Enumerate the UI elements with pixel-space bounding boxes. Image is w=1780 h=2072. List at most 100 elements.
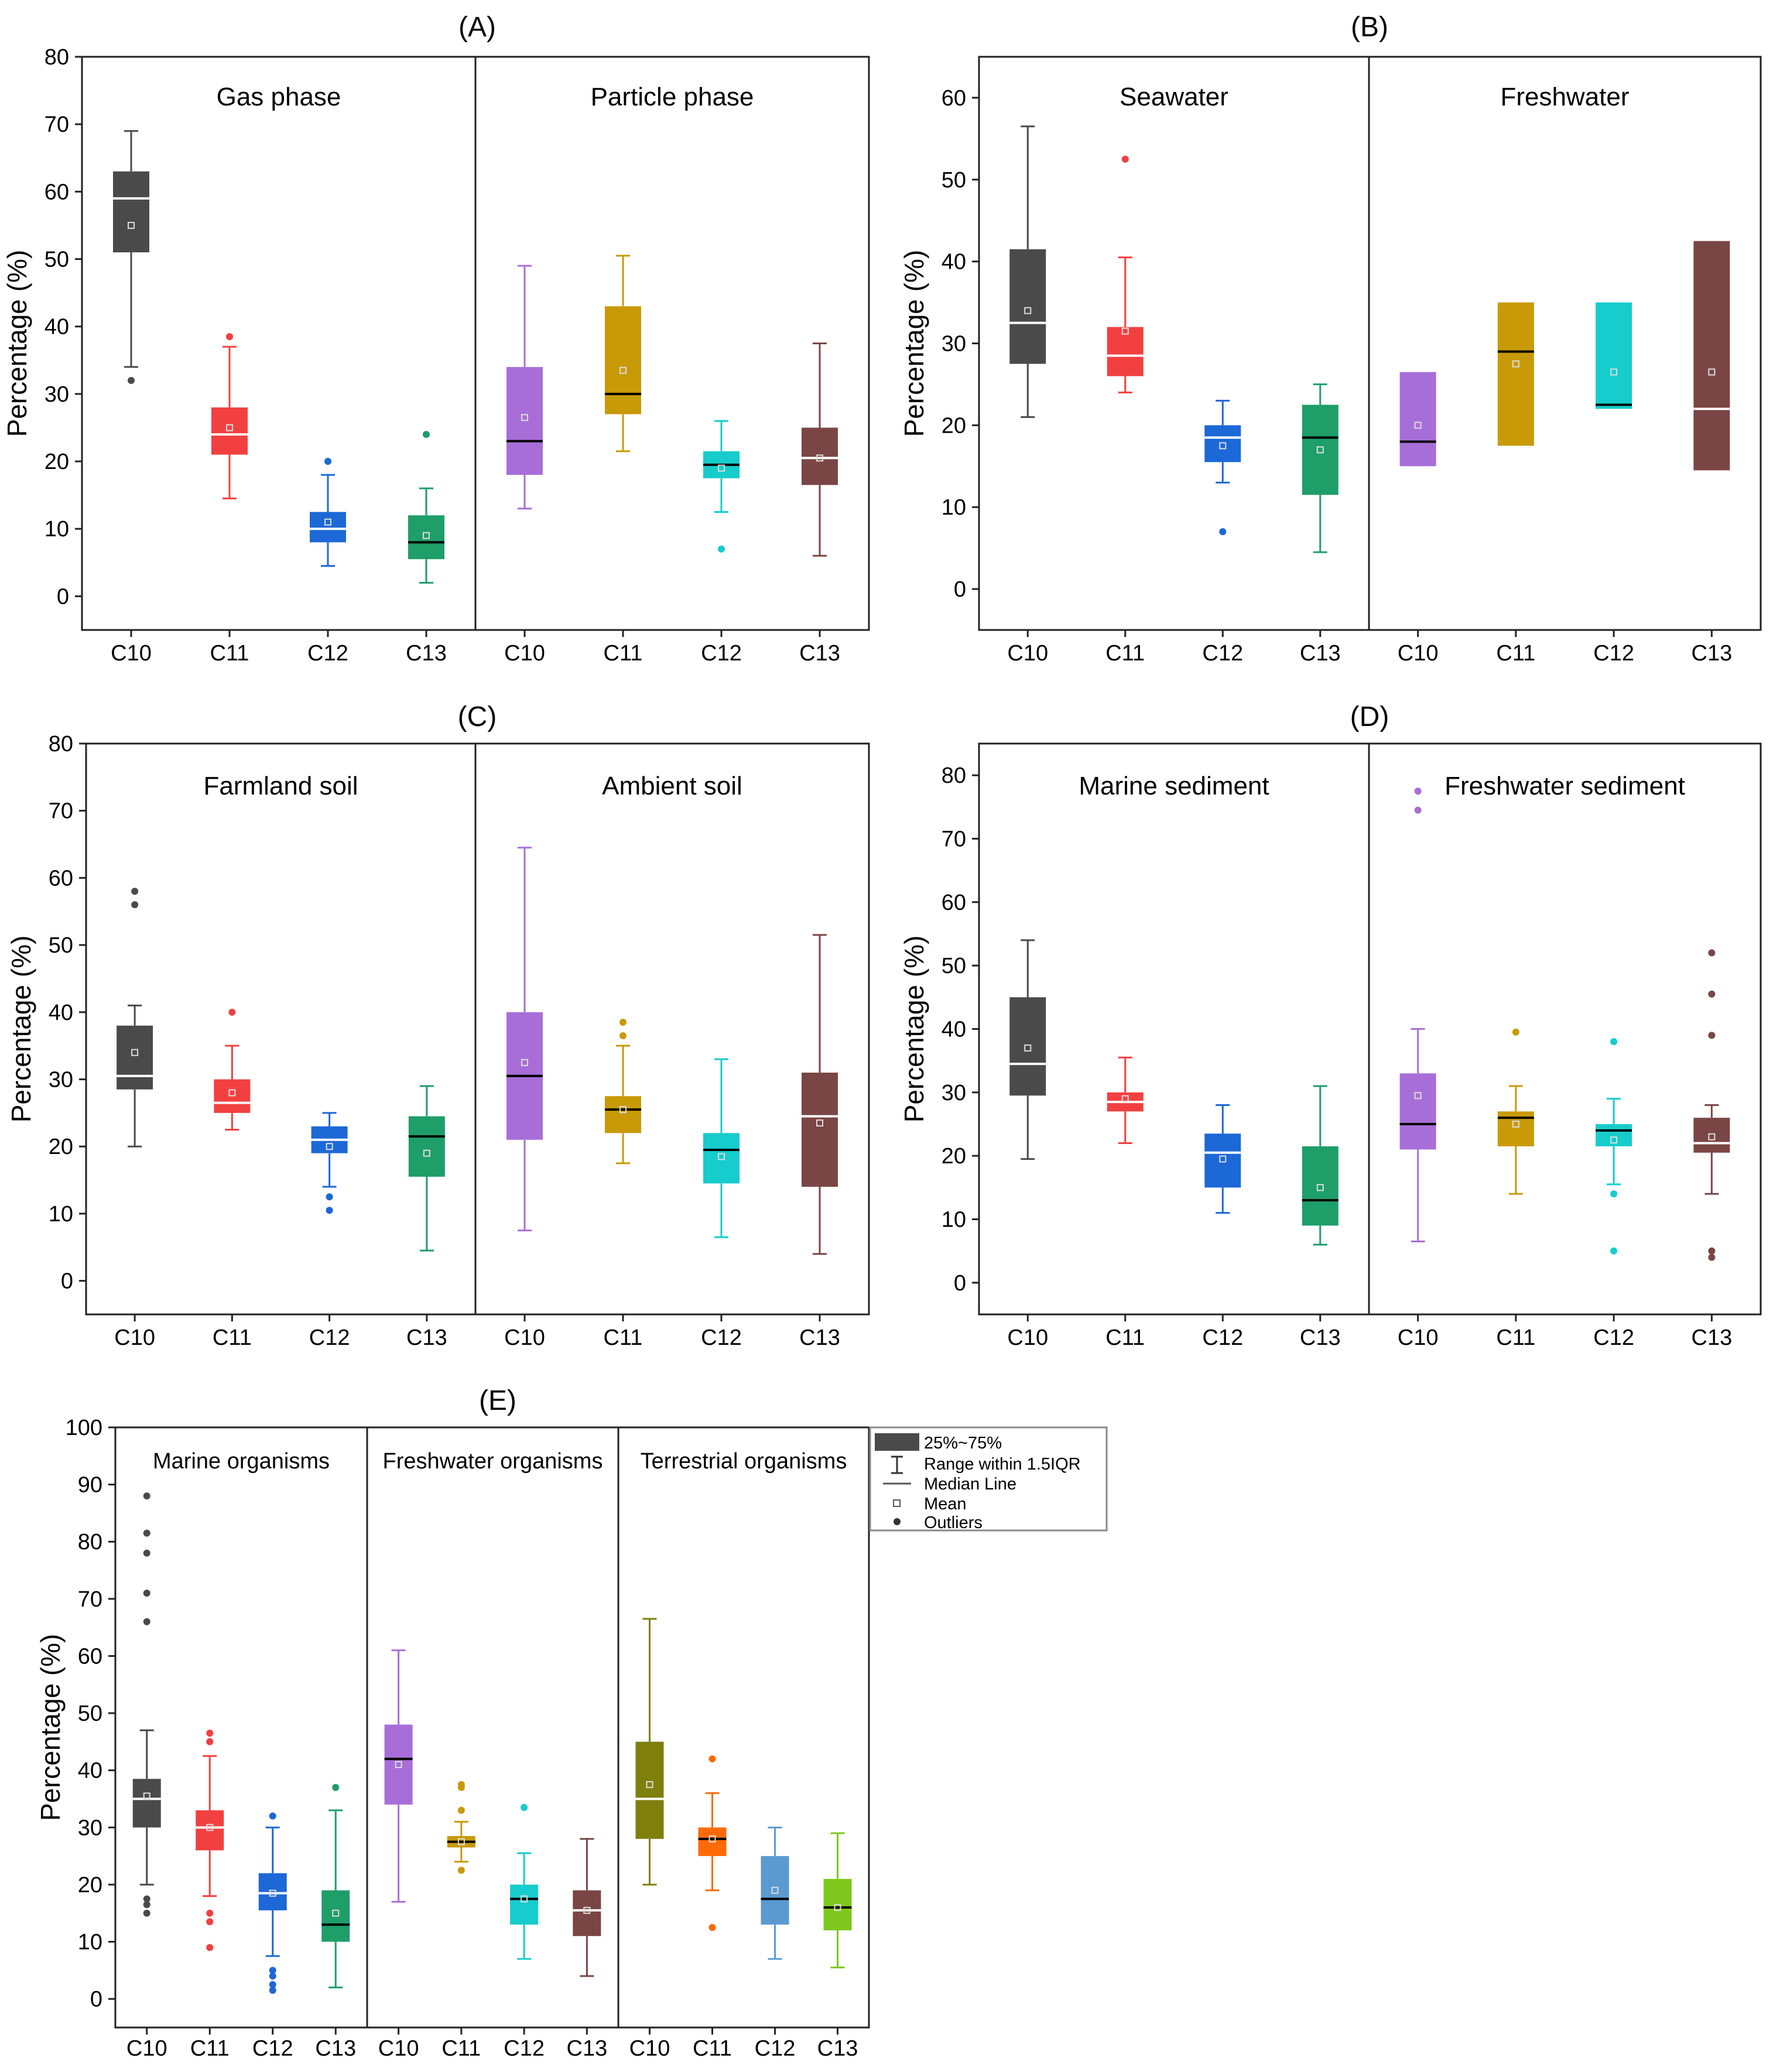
outlier-point — [269, 1967, 276, 1974]
x-tick-label: C12 — [504, 2036, 545, 2061]
mean-marker — [583, 1906, 591, 1914]
panel-label: (D) — [1350, 701, 1389, 732]
box-marine-sediment-c12 — [1204, 1104, 1241, 1214]
y-tick-label: 80 — [942, 763, 966, 788]
mean-marker — [457, 1838, 465, 1845]
box-body — [1693, 1118, 1730, 1153]
mean-marker — [395, 1761, 402, 1768]
y-tick-label: 70 — [78, 1587, 102, 1612]
y-tick-label: 80 — [44, 45, 69, 70]
box-body — [1399, 372, 1436, 467]
x-tick-label: C10 — [111, 641, 152, 666]
outlier-point — [708, 1924, 716, 1931]
box-freshwater-c13 — [1693, 241, 1730, 471]
outlier-point — [324, 458, 331, 465]
outlier-point — [457, 1807, 465, 1814]
outlier-point — [206, 1944, 214, 1951]
y-tick-label: 30 — [942, 332, 966, 357]
box-gas-phase-c10 — [113, 130, 149, 384]
outlier-point — [131, 888, 139, 895]
mean-marker — [1414, 422, 1422, 429]
box-seawater-c10 — [1009, 125, 1046, 418]
y-tick-label: 60 — [78, 1644, 102, 1669]
y-tick-label: 10 — [78, 1930, 102, 1955]
box-terrestrial-organisms-c11 — [698, 1755, 727, 1931]
x-tick-label: C13 — [1300, 641, 1341, 666]
mean-marker — [131, 1049, 139, 1056]
mean-marker — [646, 1781, 653, 1789]
box-freshwater-sediment-c12 — [1596, 1038, 1632, 1255]
mean-marker — [816, 454, 823, 462]
box-body — [802, 1073, 838, 1187]
y-tick-label: 40 — [942, 1018, 966, 1042]
legend-median-label: Median Line — [924, 1475, 1016, 1494]
mean-marker — [708, 1835, 716, 1842]
mean-marker — [771, 1886, 779, 1894]
box-gas-phase-c12 — [310, 458, 346, 567]
box-body — [703, 1133, 740, 1184]
box-body — [1596, 302, 1632, 409]
subplot-title: Seawater — [1120, 83, 1228, 111]
box-marine-sediment-c13 — [1302, 1085, 1339, 1246]
x-tick-label: C11 — [604, 1326, 643, 1350]
x-tick-label: C10 — [126, 2036, 167, 2061]
x-tick-label: C10 — [378, 2036, 419, 2061]
y-tick-label: 10 — [44, 517, 69, 542]
outlier-point — [619, 1019, 627, 1026]
y-tick-label: 0 — [954, 1271, 966, 1296]
subplot-title: Marine organisms — [153, 1449, 330, 1474]
outlier-point — [143, 1901, 150, 1909]
outlier-point — [269, 1987, 276, 1994]
box-body — [1399, 1073, 1436, 1150]
y-tick-label: 20 — [942, 413, 966, 438]
mean-marker — [1708, 368, 1716, 376]
mean-marker — [423, 1149, 430, 1157]
x-tick-label: C12 — [1593, 641, 1634, 666]
outlier-point — [326, 1207, 333, 1214]
outlier-point — [521, 1804, 528, 1811]
y-tick-label: 30 — [44, 382, 69, 407]
chart-panel-0: (A) Percentage (%) 0 10 20 30 40 50 60 70 80 Gas ph… — [2, 12, 870, 666]
y-axis-label: Percentage (%) — [899, 250, 929, 437]
box-terrestrial-organisms-c13 — [823, 1832, 852, 1968]
x-tick-label: C11 — [604, 641, 643, 666]
x-tick-label: C10 — [1398, 1326, 1439, 1350]
y-tick-label: 60 — [44, 180, 69, 204]
box-marine-organisms-c12 — [258, 1812, 287, 1994]
chart-panel-3: (D) Percentage (%) 0 10 20 30 40 50 60 70 80 Marine… — [899, 701, 1762, 1350]
outlier-point — [326, 1193, 333, 1201]
x-tick-label: C12 — [1202, 1326, 1243, 1350]
x-tick-label: C10 — [114, 1326, 155, 1350]
box-ambient-soil-c11 — [605, 1019, 641, 1165]
plot-frame — [85, 742, 870, 1316]
box-freshwater-c12 — [1596, 302, 1632, 409]
box-body — [1302, 1146, 1339, 1226]
box-body — [1009, 249, 1046, 364]
outlier-point — [332, 1784, 340, 1791]
mean-marker — [423, 532, 430, 539]
panel-label: (E) — [479, 1385, 516, 1416]
box-body — [1107, 327, 1144, 376]
mean-marker — [1610, 368, 1618, 376]
plot-frame — [114, 1426, 870, 2029]
outlier-point — [269, 1981, 276, 1988]
mean-marker — [1316, 1184, 1324, 1191]
y-tick-label: 70 — [942, 827, 966, 852]
outlier-point — [1708, 990, 1716, 998]
y-tick-label: 10 — [942, 1208, 966, 1232]
y-tick-label: 20 — [78, 1873, 102, 1898]
mean-marker — [816, 1119, 823, 1127]
y-tick-label: 60 — [49, 866, 73, 891]
subplot-title: Freshwater sediment — [1444, 772, 1685, 800]
y-tick-label: 50 — [942, 954, 966, 978]
box-marine-organisms-c13 — [321, 1784, 350, 1989]
outlier-point — [1414, 806, 1422, 814]
box-freshwater-organisms-c13 — [573, 1838, 601, 1977]
subplot-title: Gas phase — [217, 83, 341, 111]
x-tick-label: C10 — [504, 641, 545, 666]
legend-mean-icon — [893, 1499, 901, 1507]
outlier-point — [206, 1729, 214, 1737]
outlier-point — [143, 1529, 150, 1537]
y-tick-label: 80 — [49, 732, 73, 756]
